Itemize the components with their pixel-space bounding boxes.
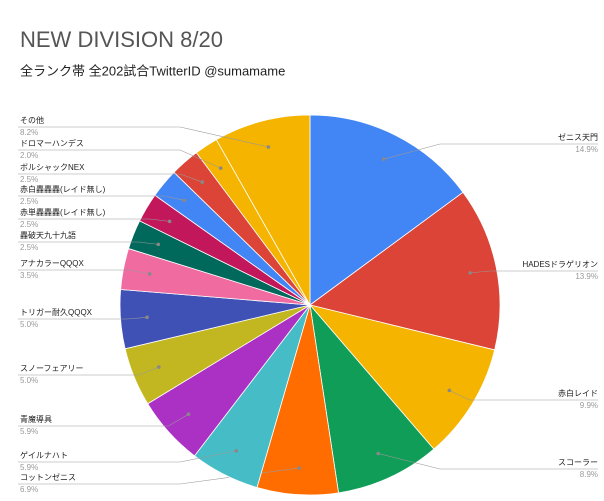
leader-dot bbox=[468, 271, 473, 275]
value-label: 6.9% bbox=[20, 485, 38, 494]
leader-line bbox=[18, 450, 237, 463]
slice-label: コットンゼニス bbox=[20, 472, 76, 482]
pie-slice bbox=[308, 304, 496, 450]
leader-line bbox=[18, 195, 185, 201]
value-label: 3.5% bbox=[20, 271, 38, 280]
slice-label: 赤白轟轟轟(レイド無し) bbox=[20, 184, 106, 194]
leader-line bbox=[18, 241, 159, 245]
leader-dot bbox=[381, 157, 386, 161]
leader-line bbox=[18, 317, 148, 320]
value-label: 2.0% bbox=[20, 151, 38, 160]
leader-dot bbox=[218, 166, 223, 170]
leader-dot bbox=[182, 198, 187, 203]
value-label: 14.9% bbox=[575, 145, 598, 154]
leader-line bbox=[18, 413, 189, 427]
leader-line bbox=[18, 366, 159, 376]
value-label: 5.0% bbox=[20, 320, 38, 329]
leader-dot bbox=[145, 315, 149, 320]
leader-line bbox=[18, 126, 269, 148]
leader-line bbox=[449, 390, 598, 401]
leader-line bbox=[383, 143, 598, 160]
slice-label: ゼニス天門 bbox=[558, 132, 598, 142]
slice-label: HADESドラゲリオン bbox=[522, 259, 598, 269]
pie-slice bbox=[215, 114, 311, 307]
leader-dot bbox=[200, 180, 205, 184]
leader-line bbox=[470, 270, 598, 274]
leader-line bbox=[18, 173, 203, 183]
leader-dot bbox=[167, 219, 172, 224]
slice-label: 赤白レイド bbox=[558, 388, 598, 398]
leader-dot bbox=[447, 388, 452, 393]
pie-slice bbox=[309, 303, 435, 494]
value-label: 8.9% bbox=[580, 470, 598, 479]
leader-line bbox=[18, 149, 221, 169]
value-label: 2.5% bbox=[20, 243, 38, 252]
leader-dot bbox=[156, 242, 161, 247]
value-label: 2.5% bbox=[20, 175, 38, 184]
chart-title: NEW DIVISION 8/20 bbox=[20, 27, 223, 52]
slice-label: 赤単轟轟轟(レイド無し) bbox=[20, 207, 106, 217]
leader-line bbox=[378, 453, 598, 470]
slice-label: 青魔導具 bbox=[20, 414, 52, 424]
value-label: 9.9% bbox=[580, 401, 598, 410]
leader-dot bbox=[234, 449, 239, 453]
slice-label: ボルシャックNEX bbox=[20, 163, 85, 172]
value-label: 5.9% bbox=[20, 463, 38, 472]
slice-label: 轟破天九十九語 bbox=[20, 230, 76, 240]
leader-dot bbox=[376, 451, 380, 456]
leader-line bbox=[18, 218, 170, 222]
leader-dot bbox=[297, 466, 302, 470]
leader-line bbox=[18, 269, 150, 275]
slice-label: トリガー耐久QQQX bbox=[20, 307, 93, 317]
slice-label: ゲイルナハト bbox=[20, 450, 68, 460]
value-label: 8.2% bbox=[20, 128, 38, 137]
leader-dot bbox=[147, 272, 152, 276]
leader-dot bbox=[266, 145, 271, 149]
leader-dot bbox=[157, 365, 161, 369]
pie-slice bbox=[309, 114, 464, 306]
value-label: 2.5% bbox=[20, 220, 38, 229]
slice-label: ドロマーハンデス bbox=[20, 138, 84, 148]
slice-label: スコーラー bbox=[558, 458, 598, 467]
slice-label: その他 bbox=[20, 115, 44, 125]
value-label: 13.9% bbox=[575, 272, 598, 281]
pie-slice bbox=[309, 191, 501, 351]
value-label: 5.0% bbox=[20, 376, 38, 385]
value-label: 2.5% bbox=[20, 197, 38, 206]
slice-label: アナカラーQQQX bbox=[20, 259, 85, 268]
leader-dot bbox=[186, 412, 191, 417]
value-label: 5.9% bbox=[20, 427, 38, 436]
slice-label: スノーフェアリー bbox=[20, 364, 84, 373]
chart-subtitle: 全ランク帯 全202試合TwitterID @sumamame bbox=[20, 63, 285, 78]
